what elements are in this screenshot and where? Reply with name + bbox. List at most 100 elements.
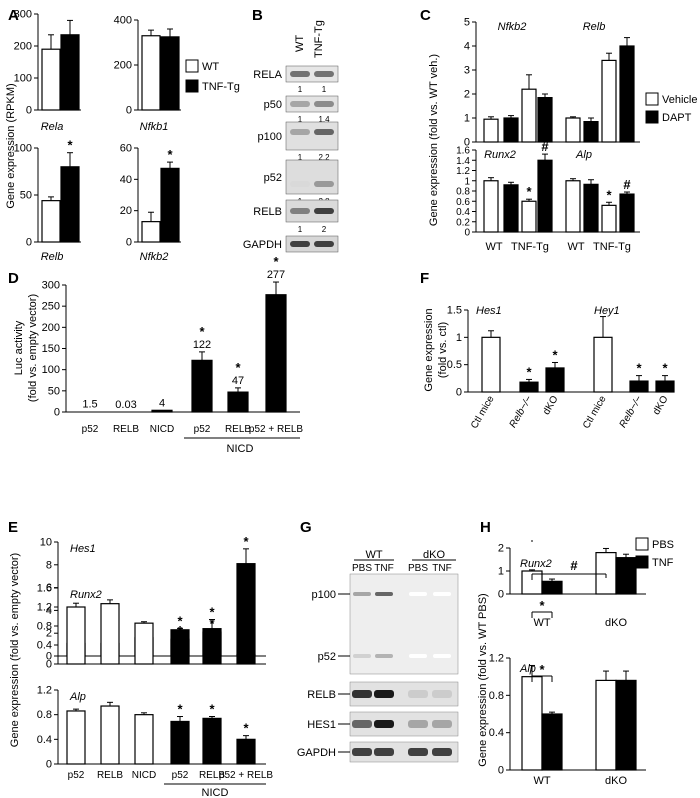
y-tick-label: 150 xyxy=(42,343,60,355)
blot-band xyxy=(352,720,372,728)
blot-box xyxy=(285,121,339,151)
legend-label: PBS xyxy=(652,539,674,551)
x-tick-label: Ctl mice xyxy=(581,394,609,431)
y-tick-label: 0 xyxy=(464,137,470,149)
y-tick-label: 0 xyxy=(498,589,504,601)
y-tick-label: 0 xyxy=(46,759,52,771)
hash-mark: # xyxy=(623,177,631,192)
x-tick-label: NICD xyxy=(132,770,156,781)
bar-RELB xyxy=(100,705,120,765)
significance-mark: * xyxy=(662,361,668,376)
y-tick-label: 0.4 xyxy=(489,727,504,739)
blot-band xyxy=(353,592,371,596)
blot-row-label: GAPDH xyxy=(297,747,336,759)
blot-band xyxy=(432,720,452,728)
y-tick-label: 6 xyxy=(46,582,52,594)
y-tick-label: 0 xyxy=(464,228,470,239)
hash-mark: # xyxy=(541,139,549,154)
bar-WT xyxy=(141,221,161,243)
bar-WT xyxy=(141,35,161,111)
significance-mark: * xyxy=(552,347,558,362)
blot-band xyxy=(433,654,451,658)
blot-band xyxy=(290,101,310,107)
bar-TNF xyxy=(615,557,637,595)
significance-mark: * xyxy=(209,616,215,631)
blot-quant: 1 xyxy=(298,225,303,234)
bar-TNF-Tg xyxy=(60,166,80,243)
group-label: NICD xyxy=(227,443,254,455)
x-tick-label: RELB xyxy=(113,424,139,435)
blot-band xyxy=(352,748,372,756)
legend-swatch-tnf xyxy=(185,79,199,93)
blot-band xyxy=(314,241,334,247)
legend-label: TNF xyxy=(652,557,674,569)
bar-Relb−/− xyxy=(629,380,649,393)
blot-row-label: p52 xyxy=(318,651,336,663)
significance-mark: * xyxy=(67,138,73,153)
y-tick-label: 200 xyxy=(42,322,60,334)
x-tick-label: dKO xyxy=(605,775,627,787)
bar-Runx2 xyxy=(537,159,553,233)
bar-TNF xyxy=(541,580,563,595)
blot-band xyxy=(433,592,451,596)
bar-dKO xyxy=(655,380,675,393)
bar-Alp xyxy=(619,193,635,233)
significance-mark: * xyxy=(177,702,183,717)
bar-dKO xyxy=(545,367,565,393)
blot-group-label: WT xyxy=(365,549,382,561)
y-tick-label: 5 xyxy=(464,17,470,29)
panel-label-F: F xyxy=(420,270,429,287)
bar-Alp xyxy=(583,183,599,233)
y-tick-label: 10 xyxy=(40,537,52,549)
y-tick-label: 0.8 xyxy=(37,621,52,633)
y-axis-title: Gene expression (fold vs. WT PBS) xyxy=(477,593,489,766)
bar-p52 xyxy=(191,359,213,413)
y-tick-label: 200 xyxy=(14,41,32,53)
significance-mark: * xyxy=(177,623,183,638)
significance-mark: * xyxy=(199,324,205,339)
y-tick-label: 100 xyxy=(14,143,32,155)
bar-TNF-Tg xyxy=(60,34,80,111)
lane-label: TNF xyxy=(374,563,393,574)
y-tick-label: 2 xyxy=(498,543,504,555)
y-tick-label: 0.6 xyxy=(456,197,470,208)
value-label: 4 xyxy=(159,397,165,409)
blot-band xyxy=(375,592,393,596)
value-label: 122 xyxy=(193,339,211,351)
significance-mark: * xyxy=(526,184,532,199)
y-tick-label: 1 xyxy=(456,332,462,344)
legend-label: Vehicle xyxy=(662,94,697,106)
x-tick-label: Relb−/− xyxy=(618,394,645,430)
blot-band xyxy=(408,720,428,728)
y-axis-title: Gene expression (fold vs. WT veh.) xyxy=(428,54,440,226)
lane-label: TNF xyxy=(432,563,451,574)
bar-p52 xyxy=(66,606,86,665)
bar-Relb xyxy=(619,45,635,143)
bar-Runx2 xyxy=(521,200,537,233)
y-tick-label: 1 xyxy=(498,566,504,578)
x-tick-label: dKO xyxy=(651,394,671,417)
x-tick-label: dKO xyxy=(605,617,627,629)
blot-quant: 2.2 xyxy=(318,153,330,162)
gene-label: Hes1 xyxy=(70,543,96,555)
legend-swatch-vehicle xyxy=(645,92,659,106)
x-tick-label: TNF-Tg xyxy=(511,241,549,253)
hash-mark: # xyxy=(570,558,578,573)
gene-label: Runx2 xyxy=(484,149,516,161)
significance-mark: * xyxy=(209,702,215,717)
y-tick-label: 300 xyxy=(14,9,32,21)
y-tick-label: 200 xyxy=(114,60,132,72)
blot-band xyxy=(290,208,310,214)
y-tick-label: 0.8 xyxy=(37,709,52,721)
y-tick-label: 0.4 xyxy=(37,640,52,652)
legend-swatch-pbs xyxy=(635,537,649,551)
blot-box xyxy=(285,95,339,113)
y-tick-label: 0 xyxy=(456,387,462,399)
y-tick-label: 2 xyxy=(46,628,52,640)
gene-label: Hes1 xyxy=(476,305,502,317)
significance-mark: * xyxy=(177,614,183,629)
y-tick-label: 4 xyxy=(46,605,52,617)
y-tick-label: 0 xyxy=(498,765,504,777)
bar-TNF xyxy=(541,713,563,771)
y-tick-label: 0.8 xyxy=(489,690,504,702)
